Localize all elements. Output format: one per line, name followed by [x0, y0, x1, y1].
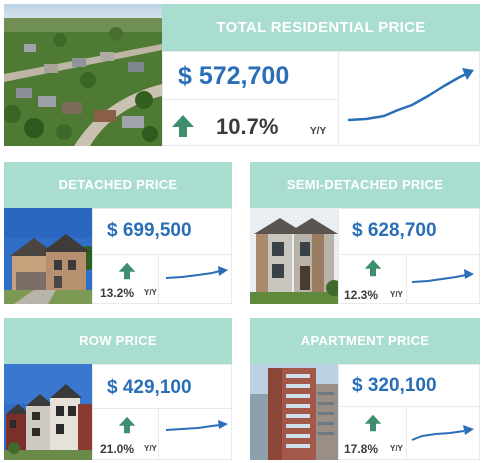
aerial-neighbourhood-photo: [4, 4, 162, 146]
total-residential-card: TOTAL RESIDENTIAL PRICE $ 572,700 10.7% …: [4, 4, 480, 146]
arrow-up-icon: [364, 259, 382, 277]
semi-detached-price-panel: [338, 208, 480, 304]
divider: [338, 51, 339, 146]
total-price-value: $ 572,700: [178, 62, 290, 90]
divider: [162, 99, 338, 100]
semi-detached-header: SEMI-DETACHED PRICE: [250, 162, 480, 208]
arrow-up-icon: [118, 262, 136, 280]
row-change-period: Y/Y: [144, 444, 157, 453]
trend-up-line-icon: [347, 68, 474, 122]
total-change-period: Y/Y: [310, 126, 327, 137]
arrow-up-icon: [172, 115, 194, 137]
divider: [92, 408, 232, 409]
detached-header: DETACHED PRICE: [4, 162, 232, 208]
semi-detached-change-percent: 12.3%: [344, 288, 379, 302]
row-price-value: $ 429,100: [107, 377, 192, 398]
divider: [406, 406, 407, 460]
trend-up-line-icon: [411, 269, 474, 283]
detached-card: DETACHED PRICE $ 699,500 13.2% Y/Y: [4, 162, 232, 304]
detached-change-percent: 13.2%: [100, 286, 135, 300]
total-residential-header: TOTAL RESIDENTIAL PRICE: [162, 4, 480, 51]
semi-detached-card: SEMI-DETACHED PRICE $ 628,700 12.3% Y/Y: [250, 162, 480, 304]
row-change-percent: 21.0%: [100, 442, 135, 456]
arrow-up-icon: [118, 416, 136, 434]
trend-up-line-icon: [165, 420, 228, 431]
semi-detached-change-period: Y/Y: [390, 290, 403, 299]
row-price-panel: [92, 364, 232, 460]
row-header: ROW PRICE: [4, 318, 232, 364]
apartment-price-panel: [338, 364, 480, 460]
detached-price-value: $ 699,500: [107, 220, 192, 241]
detached-house-photo: [4, 208, 92, 304]
row-card: ROW PRICE $ 429,100 21.0% Y/Y: [4, 318, 232, 460]
detached-change-period: Y/Y: [144, 288, 157, 297]
total-change-percent: 10.7%: [216, 114, 279, 139]
apartment-change-period: Y/Y: [390, 444, 403, 453]
arrow-up-icon: [364, 414, 382, 432]
total-price-panel: [162, 51, 480, 146]
divider: [406, 254, 407, 304]
apartment-change-percent: 17.8%: [344, 442, 379, 456]
trend-up-line-icon: [411, 425, 474, 441]
divider: [158, 254, 159, 304]
apartment-price-value: $ 320,100: [352, 375, 437, 396]
apartment-header: APARTMENT PRICE: [250, 318, 480, 364]
divider: [158, 408, 159, 460]
row-houses-photo: [4, 364, 92, 460]
divider: [338, 406, 480, 407]
semi-detached-house-photo: [250, 208, 338, 304]
detached-price-panel: [92, 208, 232, 304]
apartment-tower-photo: [250, 364, 338, 460]
trend-up-line-icon: [165, 266, 228, 279]
semi-detached-price-value: $ 628,700: [352, 220, 437, 241]
apartment-card: APARTMENT PRICE: [250, 318, 480, 460]
divider: [338, 254, 480, 255]
divider: [92, 254, 232, 255]
